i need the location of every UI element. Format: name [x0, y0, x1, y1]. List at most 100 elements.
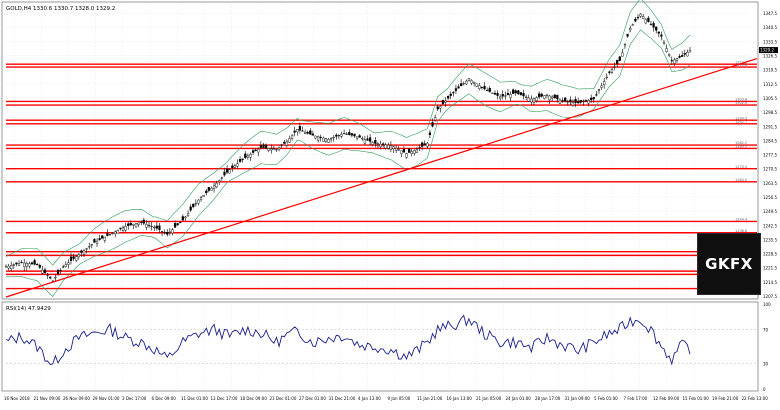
candle-body [98, 238, 101, 240]
candle-body [51, 280, 54, 282]
price-tick-label: 1347.5 [763, 11, 777, 16]
candle-body [410, 151, 413, 154]
candle-body [236, 163, 239, 167]
time-tick-label: 15 Feb 01:00 [683, 396, 710, 401]
candle-body [649, 24, 653, 26]
candle-body [395, 147, 398, 151]
candle-body [350, 133, 354, 136]
candle-body [251, 150, 255, 153]
candle-body [147, 225, 151, 227]
candle-body [158, 225, 161, 231]
candle-body [642, 16, 645, 19]
candle-body [301, 130, 304, 132]
candle-body [665, 48, 668, 52]
candle-body [590, 97, 593, 100]
candle-body [192, 203, 195, 207]
candle-body [509, 94, 512, 98]
candle-body [272, 148, 275, 150]
candle-body [314, 135, 317, 139]
candle-body [319, 136, 322, 138]
candle-body [20, 261, 23, 263]
resistance-label: 1282.2 [735, 141, 747, 145]
candle-body [566, 101, 569, 103]
support-trendline [5, 57, 758, 298]
time-tick-label: 18 Dec 09:00 [240, 396, 267, 401]
candle-body [610, 69, 614, 73]
candle-body [80, 250, 83, 253]
candle-body [408, 148, 411, 153]
candle-body [101, 235, 104, 239]
candle-body [225, 168, 229, 173]
candle-body [108, 234, 112, 236]
resistance-label: 1303.8 [735, 98, 747, 102]
candle-body [72, 256, 75, 259]
candle-body [25, 263, 28, 267]
candle-body [439, 106, 442, 109]
candle-body [106, 232, 109, 236]
candle-body [296, 129, 299, 133]
candle-body [145, 224, 148, 228]
candle-body [582, 100, 585, 102]
candle-body [275, 149, 278, 151]
candle-body [470, 80, 473, 84]
candle-body [54, 277, 57, 279]
candle-body [592, 97, 595, 100]
rsi-pane[interactable] [1, 301, 759, 392]
candle-body [244, 153, 247, 158]
price-pane[interactable] [1, 1, 759, 300]
candle-body [212, 185, 216, 190]
candle-body [348, 132, 351, 135]
candle-body [423, 143, 426, 146]
candle-body [303, 132, 307, 135]
price-tick-label: 1298.5 [763, 110, 777, 115]
candle-body [137, 222, 140, 225]
resistance-label: 1244.4 [735, 218, 748, 222]
candle-body [657, 31, 660, 34]
trendline[interactable] [5, 57, 758, 298]
candle-body [527, 97, 530, 102]
rsi-level-label: 0 [763, 387, 766, 392]
candle-body [574, 98, 577, 103]
candle-body [493, 92, 497, 95]
time-tick-label: 29 Nov 01:00 [93, 396, 120, 401]
price-tick-label: 1326.5 [763, 54, 777, 59]
candle-body [85, 248, 88, 250]
time-tick-label: 31 Jan 09:00 [565, 396, 591, 401]
candle-body [551, 96, 554, 99]
resistance-label: 1320.8 [735, 63, 747, 67]
candle-body [608, 71, 611, 73]
resistance-label: 1280.5 [735, 145, 747, 149]
candle-body [134, 223, 138, 228]
candle-body [114, 231, 117, 235]
candle-body [480, 86, 484, 88]
candle-body [241, 158, 244, 160]
time-tick-label: 16 Nov 2018 [4, 396, 30, 401]
candle-body [368, 137, 372, 142]
candle-body [75, 256, 78, 261]
candle-body [199, 197, 203, 200]
candle-body [30, 262, 34, 265]
candle-body [15, 262, 18, 265]
candle-body [613, 66, 616, 68]
candle-body [441, 99, 445, 104]
candle-body [119, 227, 122, 230]
candle-body [449, 93, 452, 96]
candle-body [290, 135, 294, 139]
candle-body [23, 262, 26, 267]
candle-body [176, 223, 179, 226]
candle-body [634, 18, 637, 22]
time-tick-label: 4 Jan 13:00 [358, 396, 381, 401]
candle-body [142, 219, 145, 224]
candle-body [12, 264, 15, 266]
candle-body [540, 93, 543, 97]
candle-body [322, 137, 325, 142]
candle-body [525, 96, 528, 98]
candle-body [337, 135, 341, 137]
time-tick-label: 3 Dec 17:00 [122, 396, 147, 401]
candle-body [499, 96, 502, 99]
candle-body [457, 86, 460, 89]
candle-body [421, 142, 424, 147]
upper-band [5, 0, 691, 266]
